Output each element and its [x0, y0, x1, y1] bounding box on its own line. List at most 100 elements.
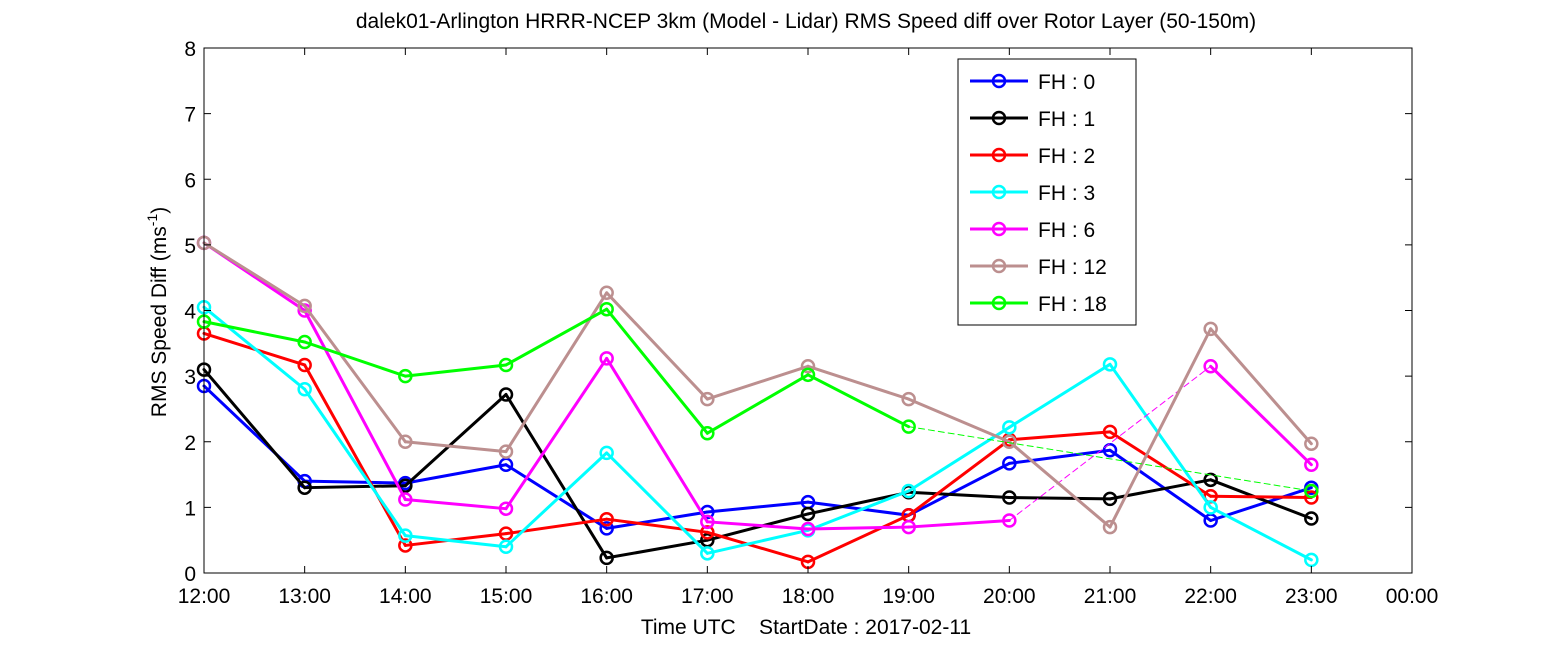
x-tick-label: 13:00 [278, 585, 331, 608]
series-line-segment [705, 500, 810, 514]
data-point [901, 519, 916, 535]
series-gap-line [908, 426, 1312, 492]
legend-entry: FH : 0 [970, 71, 1095, 94]
data-point [297, 357, 312, 373]
series-layer [196, 235, 1319, 570]
data-point [398, 528, 413, 543]
series-line-segment [303, 363, 407, 547]
series-line-segment [605, 291, 709, 401]
series-line-segment [806, 525, 911, 531]
x-axis-label: Time UTC StartDate : 2017-02-11 [641, 616, 971, 639]
series-line-segment [907, 490, 1011, 500]
data-point [1304, 511, 1319, 526]
data-point [1304, 436, 1319, 451]
data-point [297, 334, 312, 350]
y-tick-label: 5 [184, 235, 196, 258]
series-line-segment [1108, 362, 1213, 509]
series-line-segment [504, 356, 609, 511]
data-point [599, 445, 614, 461]
legend-label: FH : 3 [1038, 182, 1095, 205]
series-line-segment [504, 451, 609, 549]
legend-entry: FH : 2 [970, 145, 1095, 168]
series-line-segment [806, 489, 911, 532]
legend: FH : 0 FH : 1 FH : 2 FH : 3 FH : 6 FH : 12 FH … [957, 58, 1137, 326]
x-tick-label: 16:00 [580, 585, 633, 608]
series-line-segment [605, 356, 709, 524]
series-line-segment [705, 364, 810, 401]
series-line-segment [1007, 496, 1112, 501]
x-tick-label: 12:00 [178, 585, 231, 608]
data-point [1002, 513, 1017, 528]
series-line-segment [907, 397, 1011, 444]
legend-swatch-marker [991, 184, 1007, 200]
series-line-segment [605, 517, 709, 534]
series-line-segment [504, 307, 609, 367]
legend-label: FH : 18 [1038, 293, 1107, 316]
series-line-segment [1007, 448, 1112, 465]
data-point [599, 301, 614, 317]
data-point [700, 546, 715, 561]
series-line-segment [1007, 440, 1112, 529]
series-line-segment [403, 440, 508, 454]
y-axis-label-close: ) [148, 207, 171, 214]
data-point [1102, 424, 1118, 440]
legend-swatch-marker [991, 110, 1007, 126]
series-line-segment [806, 364, 911, 401]
legend-entry: FH : 3 [970, 182, 1095, 205]
series-line-segment [705, 373, 810, 435]
series-line-segment [1209, 478, 1313, 521]
legend-entry: FH : 1 [970, 108, 1095, 131]
data-point [800, 521, 816, 537]
plot-frame [203, 47, 1413, 574]
series-line-segment [1209, 327, 1313, 446]
data-point [498, 501, 514, 516]
data-point [1203, 321, 1218, 337]
axes-layer: 12:00 13:00 14:00 15:00 16:00 17:00 18:00 19:00… [178, 38, 1439, 608]
series-5 [196, 235, 1319, 535]
series-1 [196, 362, 1319, 566]
data-point [599, 351, 614, 366]
series-line-segment [1007, 430, 1112, 442]
series-line-segment [303, 387, 407, 538]
series-line-segment [303, 304, 407, 444]
series-line-segment [504, 393, 609, 560]
series-line-segment [1007, 362, 1112, 429]
series-line-segment [705, 530, 810, 564]
series-line-segment [303, 309, 407, 501]
y-tick-label: 8 [184, 38, 196, 61]
legend-swatch-marker [991, 73, 1007, 89]
x-tick-label: 15:00 [480, 585, 533, 608]
y-tick-label: 4 [184, 301, 196, 324]
y-tick-label: 1 [184, 497, 196, 520]
series-line-segment [605, 510, 709, 530]
series-line-segment [303, 484, 407, 490]
data-point [800, 359, 816, 374]
series-line-segment [1209, 494, 1313, 500]
series-line-segment [202, 305, 307, 391]
legend-entry: FH : 18 [970, 293, 1107, 316]
series-line-segment [907, 461, 1011, 517]
data-point [297, 480, 312, 495]
x-tick-label: 20:00 [983, 585, 1036, 608]
data-point [498, 357, 514, 373]
data-point [1002, 456, 1017, 471]
series-line-segment [605, 451, 709, 555]
y-tick-label: 6 [184, 169, 196, 192]
data-point [700, 514, 715, 530]
x-tick-label: 00:00 [1386, 585, 1439, 608]
data-point [498, 444, 514, 459]
data-point [1203, 500, 1218, 515]
y-tick-label: 7 [184, 104, 196, 127]
data-point [599, 511, 614, 527]
data-point [599, 550, 614, 566]
series-line-segment [907, 425, 1011, 493]
data-point [1203, 472, 1218, 488]
data-point [398, 434, 413, 449]
data-point [297, 298, 312, 314]
chart-title: dalek01-Arlington HRRR-NCEP 3km (Model -… [356, 10, 1256, 33]
legend-swatch-marker [991, 258, 1007, 274]
data-point [297, 382, 312, 397]
data-point [1304, 552, 1319, 568]
x-tick-label: 17:00 [681, 585, 734, 608]
data-point [700, 425, 715, 441]
